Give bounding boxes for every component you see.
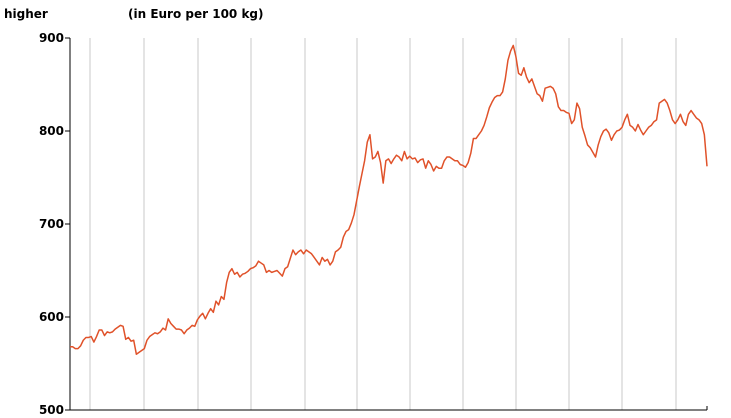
axes <box>65 37 708 411</box>
y-tick-label-700: 700 <box>39 217 64 231</box>
header-left-text: higher <box>4 7 48 21</box>
y-tick-label-500: 500 <box>39 403 64 417</box>
chart-unit-label: (in Euro per 100 kg) <box>128 7 264 21</box>
y-tick-labels: 500 600 700 800 900 <box>39 31 64 417</box>
y-tick-label-800: 800 <box>39 124 64 138</box>
grid-lines <box>89 38 677 410</box>
y-tick-label-600: 600 <box>39 310 64 324</box>
y-tick-label-900: 900 <box>39 31 64 45</box>
series-line <box>70 44 708 355</box>
series-layer <box>70 44 708 355</box>
